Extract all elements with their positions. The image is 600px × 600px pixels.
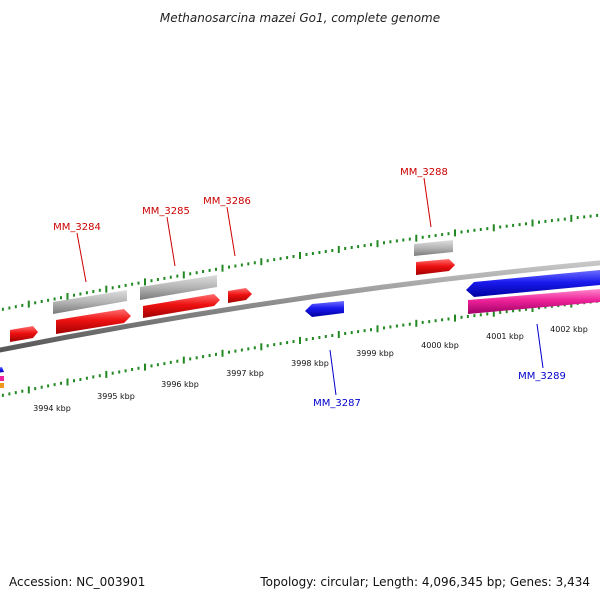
genome-backbone	[0, 260, 600, 353]
leader-line	[226, 206, 236, 257]
kbp-label: 4001 kbp	[486, 332, 524, 341]
gene-arrow	[10, 326, 38, 342]
genome-summary-text: Topology: circular; Length: 4,096,345 bp…	[259, 575, 590, 589]
gray-feature	[140, 275, 217, 300]
gene-arrow	[143, 294, 220, 318]
pink-feature	[0, 376, 4, 381]
gene-label-mm3289[interactable]: MM_3289	[518, 371, 566, 382]
gray-feature	[53, 290, 127, 314]
gene-leaders	[76, 177, 544, 396]
kbp-label: 3997 kbp	[226, 369, 264, 378]
gene-arrow	[228, 288, 252, 303]
gene-labels: MM_3284 MM_3285 MM_3286 MM_3288 MM_3287 …	[53, 167, 566, 409]
kbp-label: 3998 kbp	[291, 359, 329, 368]
gene-arrow	[466, 270, 600, 297]
kbp-label: 3994 kbp	[33, 404, 71, 413]
gene-label-mm3288[interactable]: MM_3288	[400, 167, 448, 178]
kbp-label: 3996 kbp	[161, 380, 199, 389]
reverse-gene-track	[0, 270, 600, 373]
leader-line	[423, 177, 432, 228]
pink-feature	[468, 289, 600, 314]
forward-tick-track	[1, 213, 599, 311]
leader-line	[166, 216, 176, 267]
forward-gene-track	[10, 259, 455, 342]
kbp-label: 3999 kbp	[356, 349, 394, 358]
gray-feature	[414, 240, 453, 256]
reverse-tick-track	[1, 299, 599, 397]
leader-line	[76, 232, 87, 283]
kbp-label: 3995 kbp	[97, 392, 135, 401]
pink-feature-track	[0, 289, 600, 388]
orange-feature	[0, 383, 4, 388]
genome-title: Methanosarcina mazei Go1, complete genom…	[160, 11, 440, 25]
leader-line	[536, 323, 544, 369]
gene-label-mm3285[interactable]: MM_3285	[142, 206, 190, 217]
kbp-label: 4000 kbp	[421, 341, 459, 350]
gene-label-mm3287[interactable]: MM_3287	[313, 398, 361, 409]
gene-label-mm3284[interactable]: MM_3284	[53, 222, 101, 233]
kbp-label: 4002 kbp	[550, 325, 588, 334]
leader-line	[329, 349, 337, 396]
gray-feature-track	[53, 240, 453, 314]
gene-arrow	[56, 309, 131, 334]
gene-arrow	[305, 301, 344, 317]
gene-arrow	[0, 367, 4, 373]
gene-arrow	[416, 259, 455, 275]
gene-label-mm3286[interactable]: MM_3286	[203, 196, 251, 207]
accession-text: Accession: NC_003901	[9, 575, 145, 589]
kbp-scale: 3994 kbp 3995 kbp 3996 kbp 3997 kbp 3998…	[33, 325, 588, 413]
